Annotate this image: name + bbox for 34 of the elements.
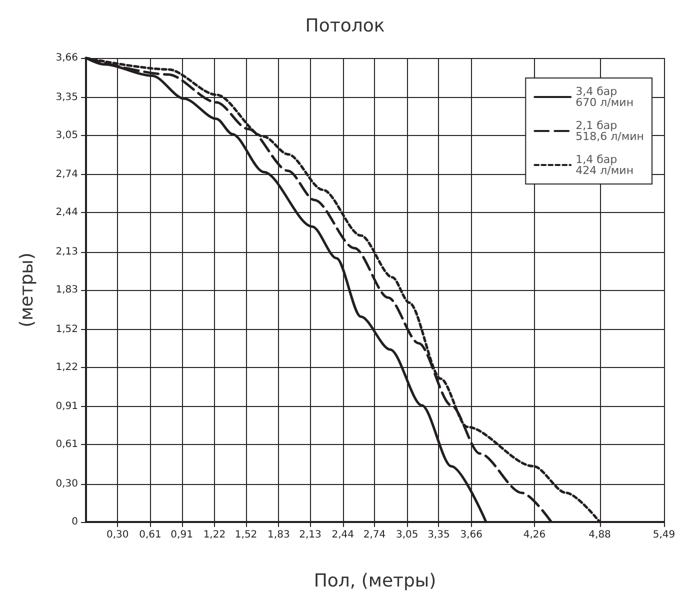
y-tick-label: 2,44 bbox=[56, 207, 78, 218]
x-tick-label: 2,13 bbox=[299, 530, 322, 540]
y-tick-label: 0,30 bbox=[56, 478, 78, 490]
y-tick-label: 2,13 bbox=[56, 246, 78, 258]
y-tick-label: 0,61 bbox=[56, 439, 78, 450]
x-tick-label: 4,26 bbox=[523, 530, 546, 540]
x-tick-label: 3,35 bbox=[428, 530, 450, 540]
y-tick-label: 1,83 bbox=[56, 284, 78, 296]
legend-label: 1,4 бар 424 л/мин bbox=[576, 153, 634, 177]
y-axis-title: (метры) bbox=[16, 252, 38, 328]
x-tick-label: 1,52 bbox=[234, 530, 258, 540]
x-tick-label: 5,49 bbox=[652, 530, 676, 540]
x-tick-label: 2,74 bbox=[363, 530, 386, 540]
y-tick-label: 3,05 bbox=[56, 130, 78, 141]
y-tick-label: 3,35 bbox=[56, 92, 78, 103]
x-tick-label: 0,30 bbox=[106, 530, 129, 540]
x-tick-label: 0,91 bbox=[170, 530, 193, 540]
y-tick-label: 2,74 bbox=[56, 169, 78, 180]
x-axis-title: Пол, (метры) bbox=[314, 570, 436, 592]
x-tick-label: 3,66 bbox=[460, 530, 482, 540]
legend-label: 2,1 бар 518,6 л/мин bbox=[576, 119, 644, 143]
chart-title: Потолок bbox=[305, 16, 385, 36]
x-tick-label: 1,22 bbox=[203, 530, 226, 540]
legend-label: 3,4 бар 670 л/мин bbox=[576, 85, 634, 109]
y-tick-label: 3,66 bbox=[56, 52, 78, 64]
x-tick-label: 0,61 bbox=[139, 530, 162, 540]
x-tick-label: 4,88 bbox=[588, 530, 611, 540]
y-tick-label: 0 bbox=[72, 516, 78, 528]
x-tick-label: 1,83 bbox=[268, 530, 290, 540]
y-tick-label: 0,91 bbox=[56, 401, 78, 412]
x-tick-label: 3,05 bbox=[396, 530, 418, 540]
y-tick-label: 1,52 bbox=[56, 324, 78, 335]
x-tick-label: 2,44 bbox=[332, 530, 354, 540]
y-tick-label: 1,22 bbox=[56, 362, 78, 373]
